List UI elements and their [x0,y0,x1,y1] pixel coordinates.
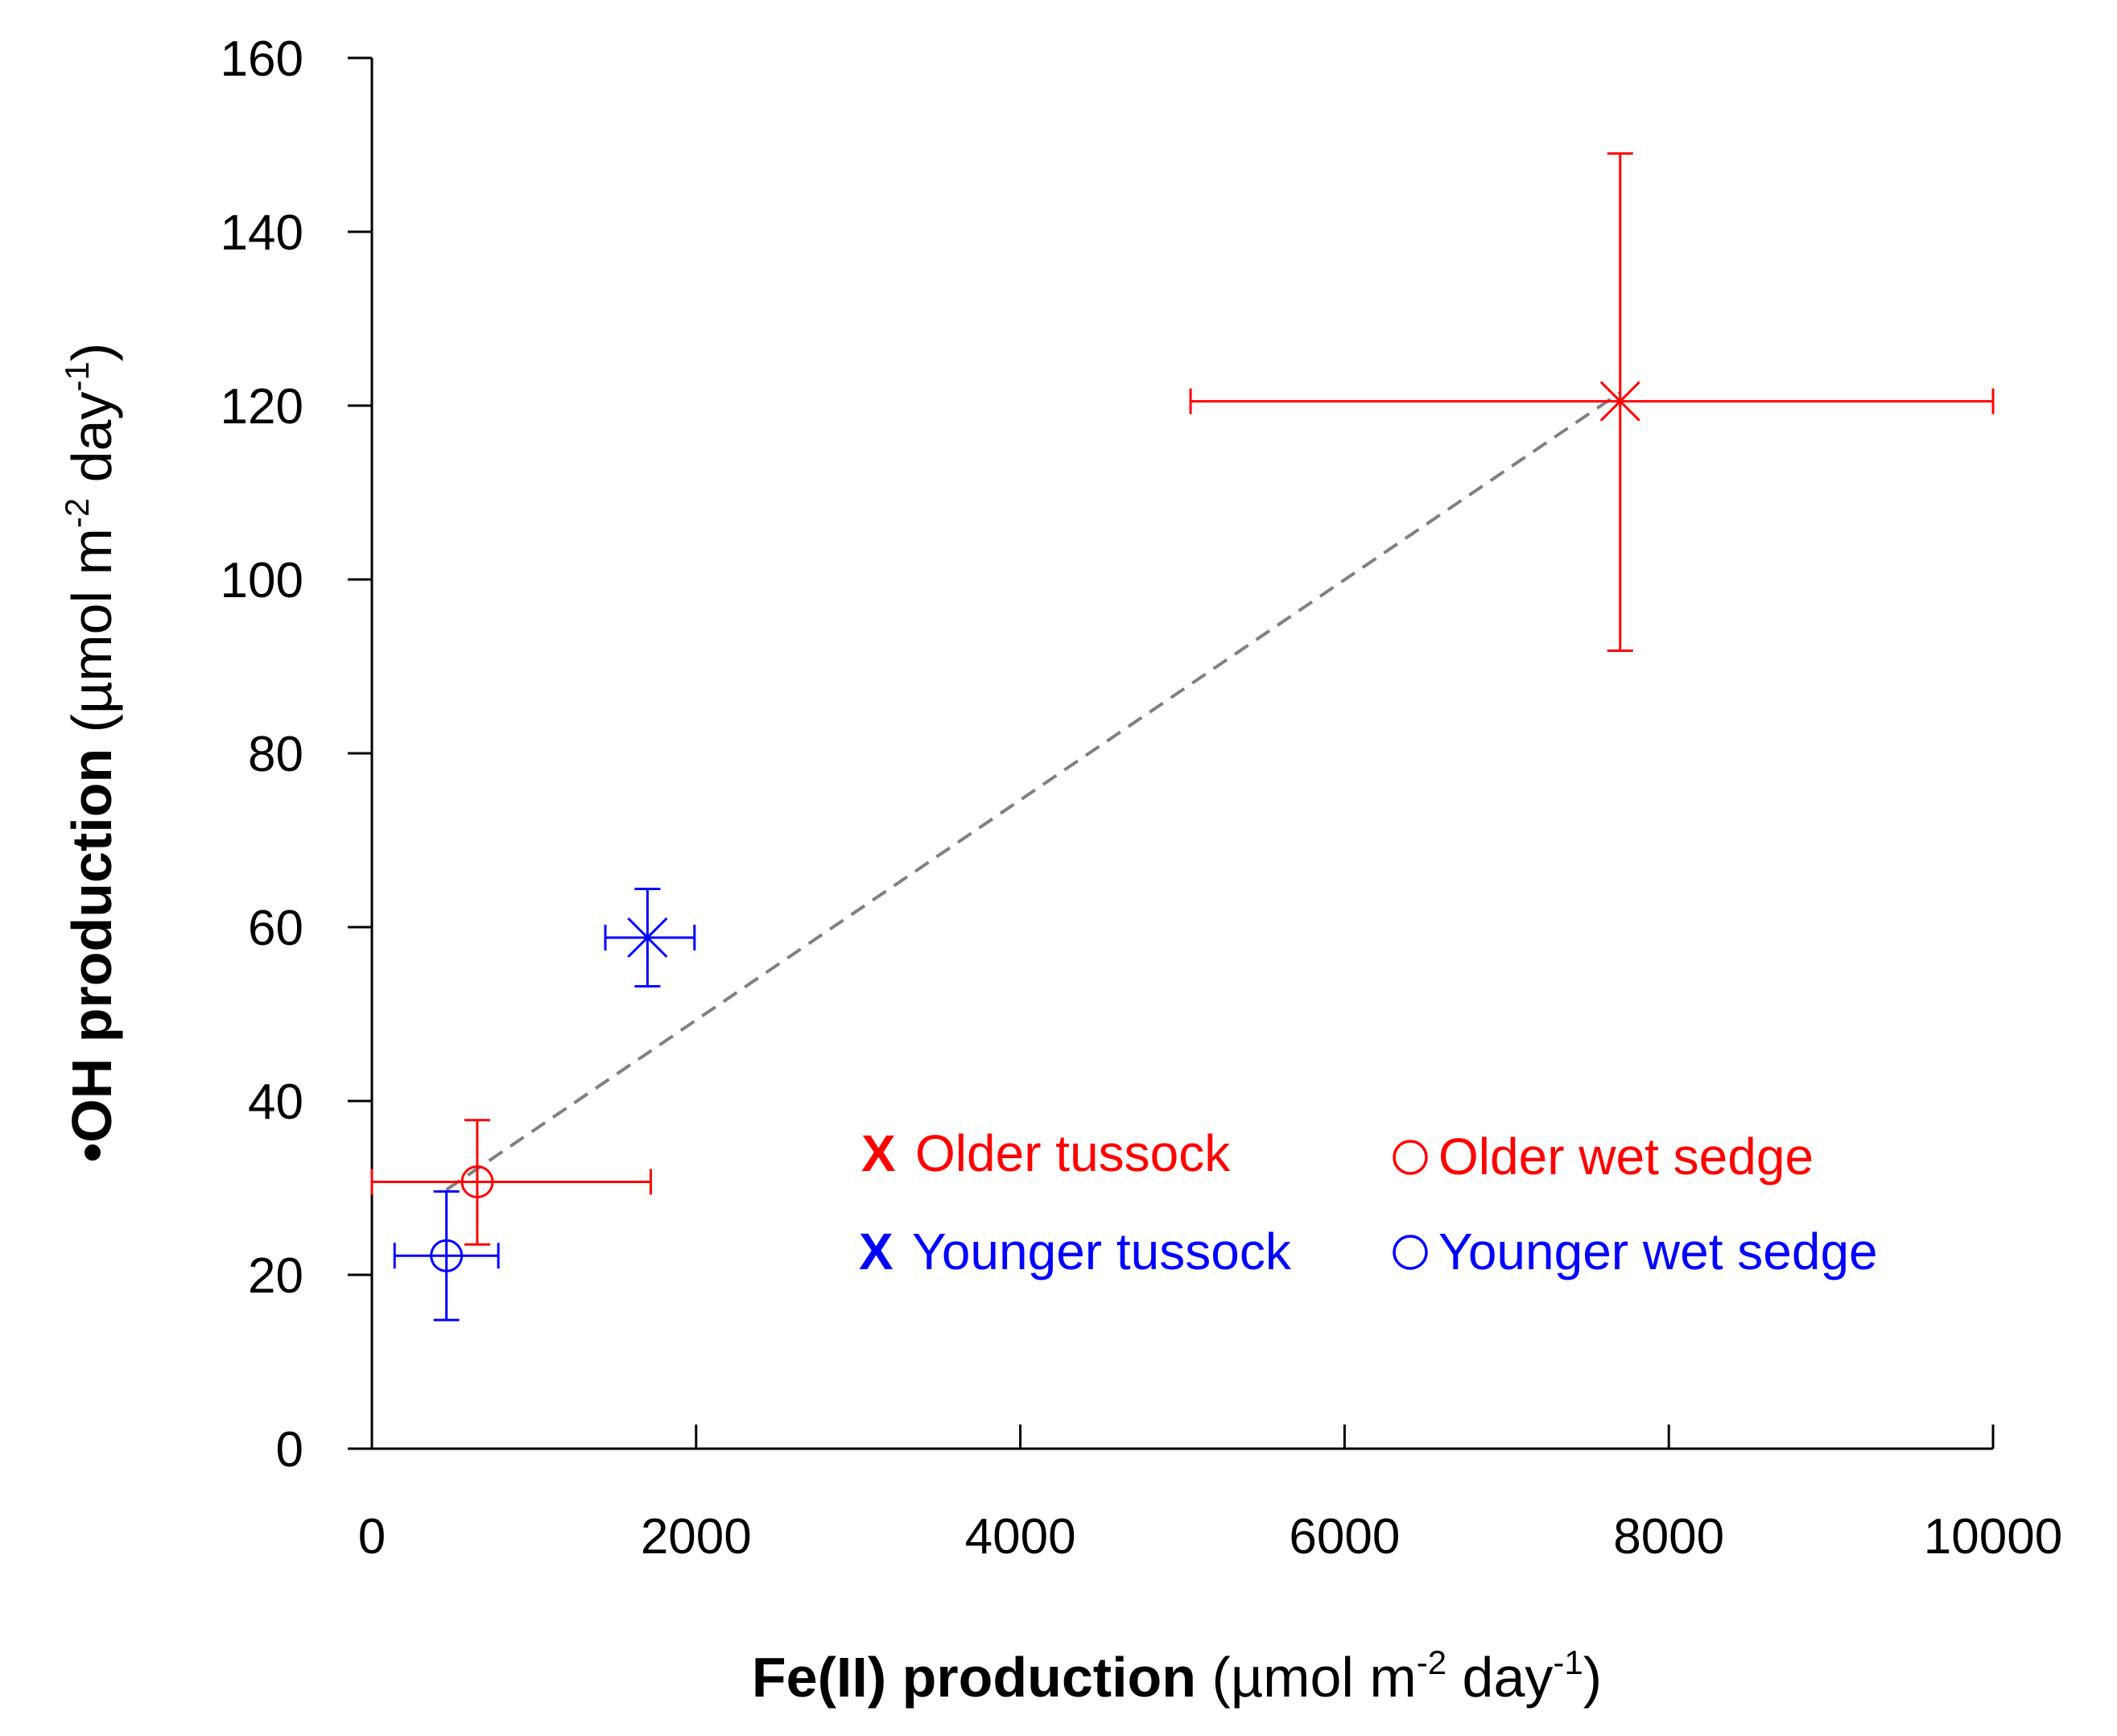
data-point-group [393,1190,500,1322]
y-tick-label: 100 [221,553,303,608]
y-axis-title-exp1: -2 [58,498,96,528]
legend-item: X Younger tussock [859,1223,1292,1280]
y-tick-label: 20 [248,1248,303,1304]
y-axis-title-unit-end: ) [60,343,123,361]
data-point-group [1189,152,1995,653]
x-ticks: 0 2000 4000 6000 8000 10000 [358,1425,2062,1565]
x-axis-title-exp1: -2 [1417,1643,1446,1681]
circle-marker [460,1165,494,1198]
x-tick-label: 0 [358,1509,386,1565]
legend-item: Younger wet sedge [1393,1223,1878,1280]
x-marker [627,917,668,959]
x-axis-title-main: Fe(II) production [752,1646,1196,1709]
y-axis-title-unit: (µmol m [60,528,123,748]
y-tick-label: 40 [248,1074,303,1130]
y-axis-title-unit-mid: day [60,391,123,497]
legend-x-symbol: X [859,1223,893,1280]
trend-line [445,391,1621,1191]
legend-circle-symbol [1393,1235,1428,1270]
legend-item: X Older tussock [861,1124,1231,1182]
data-point-group [370,1119,652,1246]
y-tick-label: 80 [248,727,303,782]
data-points [370,152,1995,1322]
x-axis-title-unit-mid: day [1446,1646,1553,1709]
trend-line-group [445,391,1621,1191]
x-axis-title-unit: (µmol m [1196,1646,1417,1709]
x-axis-title: Fe(II) production (µmol m-2 day-1) [752,1643,1602,1709]
legend-label: Younger tussock [912,1223,1292,1280]
y-tick-label: 140 [221,205,303,261]
legend-label: Older wet sedge [1438,1128,1814,1186]
legend-circle-symbol [1393,1140,1428,1175]
y-ticks: 0 20 40 60 80 100 120 140 160 [221,31,372,1478]
legend-item: Older wet sedge [1393,1128,1814,1186]
legend-label: Younger wet sedge [1438,1223,1878,1280]
y-tick-label: 160 [221,31,303,87]
y-tick-label: 60 [248,901,303,956]
y-axis-title: •OH production (µmol m-2 day-1) [58,343,123,1162]
x-tick-label: 6000 [1289,1509,1400,1565]
data-point-group [604,887,696,988]
legend-x-symbol: X [861,1124,896,1182]
x-axis-title-unit-end: ) [1583,1646,1602,1709]
x-tick-label: 8000 [1613,1509,1724,1565]
legend-label: Older tussock [915,1124,1231,1182]
y-axis-title-main: •OH production [60,748,123,1162]
x-tick-label: 4000 [965,1509,1076,1565]
x-marker [1599,381,1640,422]
circle-marker [430,1239,464,1272]
x-tick-label: 2000 [641,1509,752,1565]
y-axis-title-exp2: -1 [58,361,96,391]
y-tick-label: 120 [221,379,303,435]
y-tick-label: 0 [276,1422,303,1478]
legend: X Older tussock Older wet sedge X Younger tu… [859,1124,1878,1280]
x-tick-label: 10000 [1924,1509,2062,1565]
x-axis-title-exp2: -1 [1553,1643,1583,1681]
